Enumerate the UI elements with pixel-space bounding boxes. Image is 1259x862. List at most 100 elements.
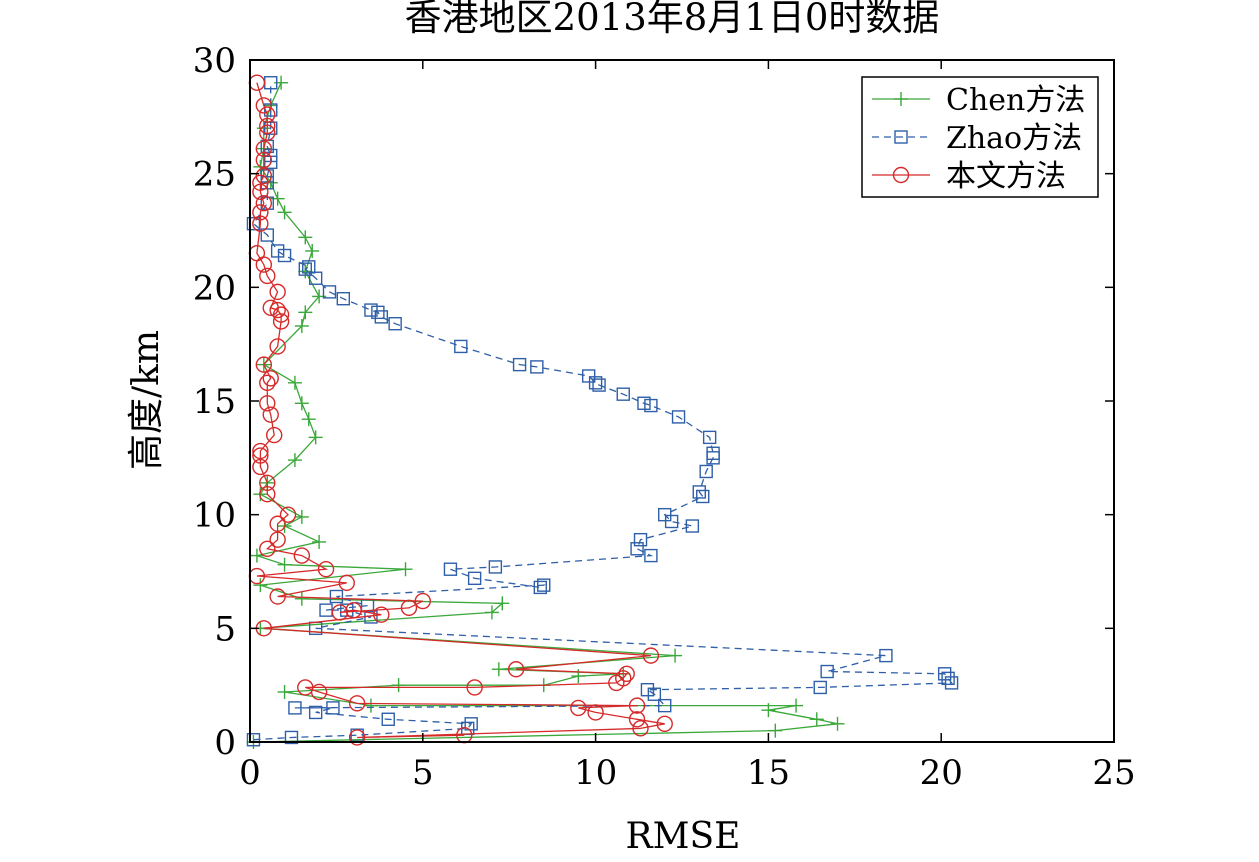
data-point <box>348 729 366 746</box>
data-point <box>364 303 378 317</box>
data-point <box>297 679 314 696</box>
data-point <box>671 410 686 424</box>
data-point <box>656 715 673 733</box>
data-point <box>287 453 302 468</box>
data-point <box>260 228 274 242</box>
legend-entry-3: 本文方法 <box>872 159 1066 194</box>
data-point <box>252 215 269 232</box>
data-point <box>692 485 706 499</box>
data-point <box>259 540 276 557</box>
data-point <box>373 606 390 623</box>
data-point <box>317 561 335 578</box>
data-point <box>495 596 510 611</box>
data-point <box>588 376 603 390</box>
data-point <box>592 378 606 392</box>
data-point <box>294 318 309 333</box>
data-point <box>616 387 630 401</box>
data-point <box>301 412 316 427</box>
series-2 <box>246 76 959 747</box>
data-point <box>255 356 273 373</box>
y-tick-label: 0 <box>214 723 236 763</box>
data-point <box>252 458 269 476</box>
y-tick-label: 10 <box>193 496 236 536</box>
y-tick-label: 20 <box>193 268 236 308</box>
legend-marker <box>894 130 908 144</box>
plot-area: 0 5 10 15 20 25 0 5 10 15 20 25 30 <box>193 41 1136 793</box>
data-point <box>628 711 646 728</box>
data-point <box>269 515 286 532</box>
data-point <box>398 562 413 577</box>
data-point <box>329 589 344 604</box>
data-point <box>272 313 290 330</box>
x-tick-label: 0 <box>239 753 261 793</box>
data-point <box>269 588 286 605</box>
data-point <box>642 647 660 664</box>
data-point <box>259 474 276 492</box>
data-point <box>293 547 311 564</box>
data-point <box>941 671 955 686</box>
data-point <box>768 723 783 738</box>
x-tick-label: 20 <box>920 753 963 793</box>
data-point <box>331 604 349 621</box>
data-point <box>308 271 323 285</box>
data-point <box>381 712 395 726</box>
data-point <box>374 310 389 324</box>
data-point <box>658 698 672 713</box>
legend-label: 本文方法 <box>946 159 1066 194</box>
data-point <box>298 264 313 279</box>
data-point <box>633 532 648 547</box>
data-point <box>464 717 478 731</box>
series-line <box>253 82 838 743</box>
data-point <box>322 285 337 299</box>
data-point <box>371 305 385 320</box>
data-point <box>294 509 309 524</box>
data-point <box>302 260 316 274</box>
data-point <box>628 697 646 714</box>
data-point <box>813 680 827 695</box>
data-point <box>255 167 273 185</box>
legend-marker <box>892 166 910 184</box>
x-axis-label: RMSE <box>626 816 741 857</box>
data-point <box>259 106 276 123</box>
legend-label: Zhao方法 <box>946 121 1082 156</box>
data-point <box>484 605 499 620</box>
data-point <box>644 398 658 413</box>
data-point <box>262 299 279 316</box>
data-point <box>345 601 362 619</box>
data-point <box>414 592 431 610</box>
legend-marker <box>894 92 908 106</box>
data-point <box>644 548 658 563</box>
data-point <box>259 486 276 503</box>
data-point <box>809 712 824 727</box>
data-point <box>269 301 286 319</box>
data-point <box>658 507 672 522</box>
data-point <box>288 701 302 715</box>
data-point <box>255 97 273 114</box>
data-point <box>491 662 506 677</box>
data-point <box>265 426 283 444</box>
data-point <box>308 705 323 720</box>
y-axis-label: 高度/km <box>126 330 167 470</box>
data-point <box>284 730 299 745</box>
data-point <box>326 701 340 715</box>
data-point <box>298 230 313 245</box>
data-point <box>252 442 269 460</box>
data-point <box>253 578 268 593</box>
data-point <box>488 560 503 574</box>
data-point <box>262 406 279 423</box>
data-point <box>699 464 713 479</box>
data-point <box>632 720 649 737</box>
data-point <box>294 591 309 606</box>
data-point <box>630 542 644 556</box>
legend-entry-2: Zhao方法 <box>872 121 1082 156</box>
data-point <box>702 430 717 445</box>
data-point <box>944 676 959 690</box>
x-tick-label: 25 <box>1092 753 1135 793</box>
data-point <box>581 369 596 383</box>
data-point <box>259 395 276 412</box>
x-tick-label: 5 <box>412 753 434 793</box>
chart-title: 香港地区2013年8月1日0时数据 <box>405 0 940 39</box>
data-point <box>706 446 720 460</box>
